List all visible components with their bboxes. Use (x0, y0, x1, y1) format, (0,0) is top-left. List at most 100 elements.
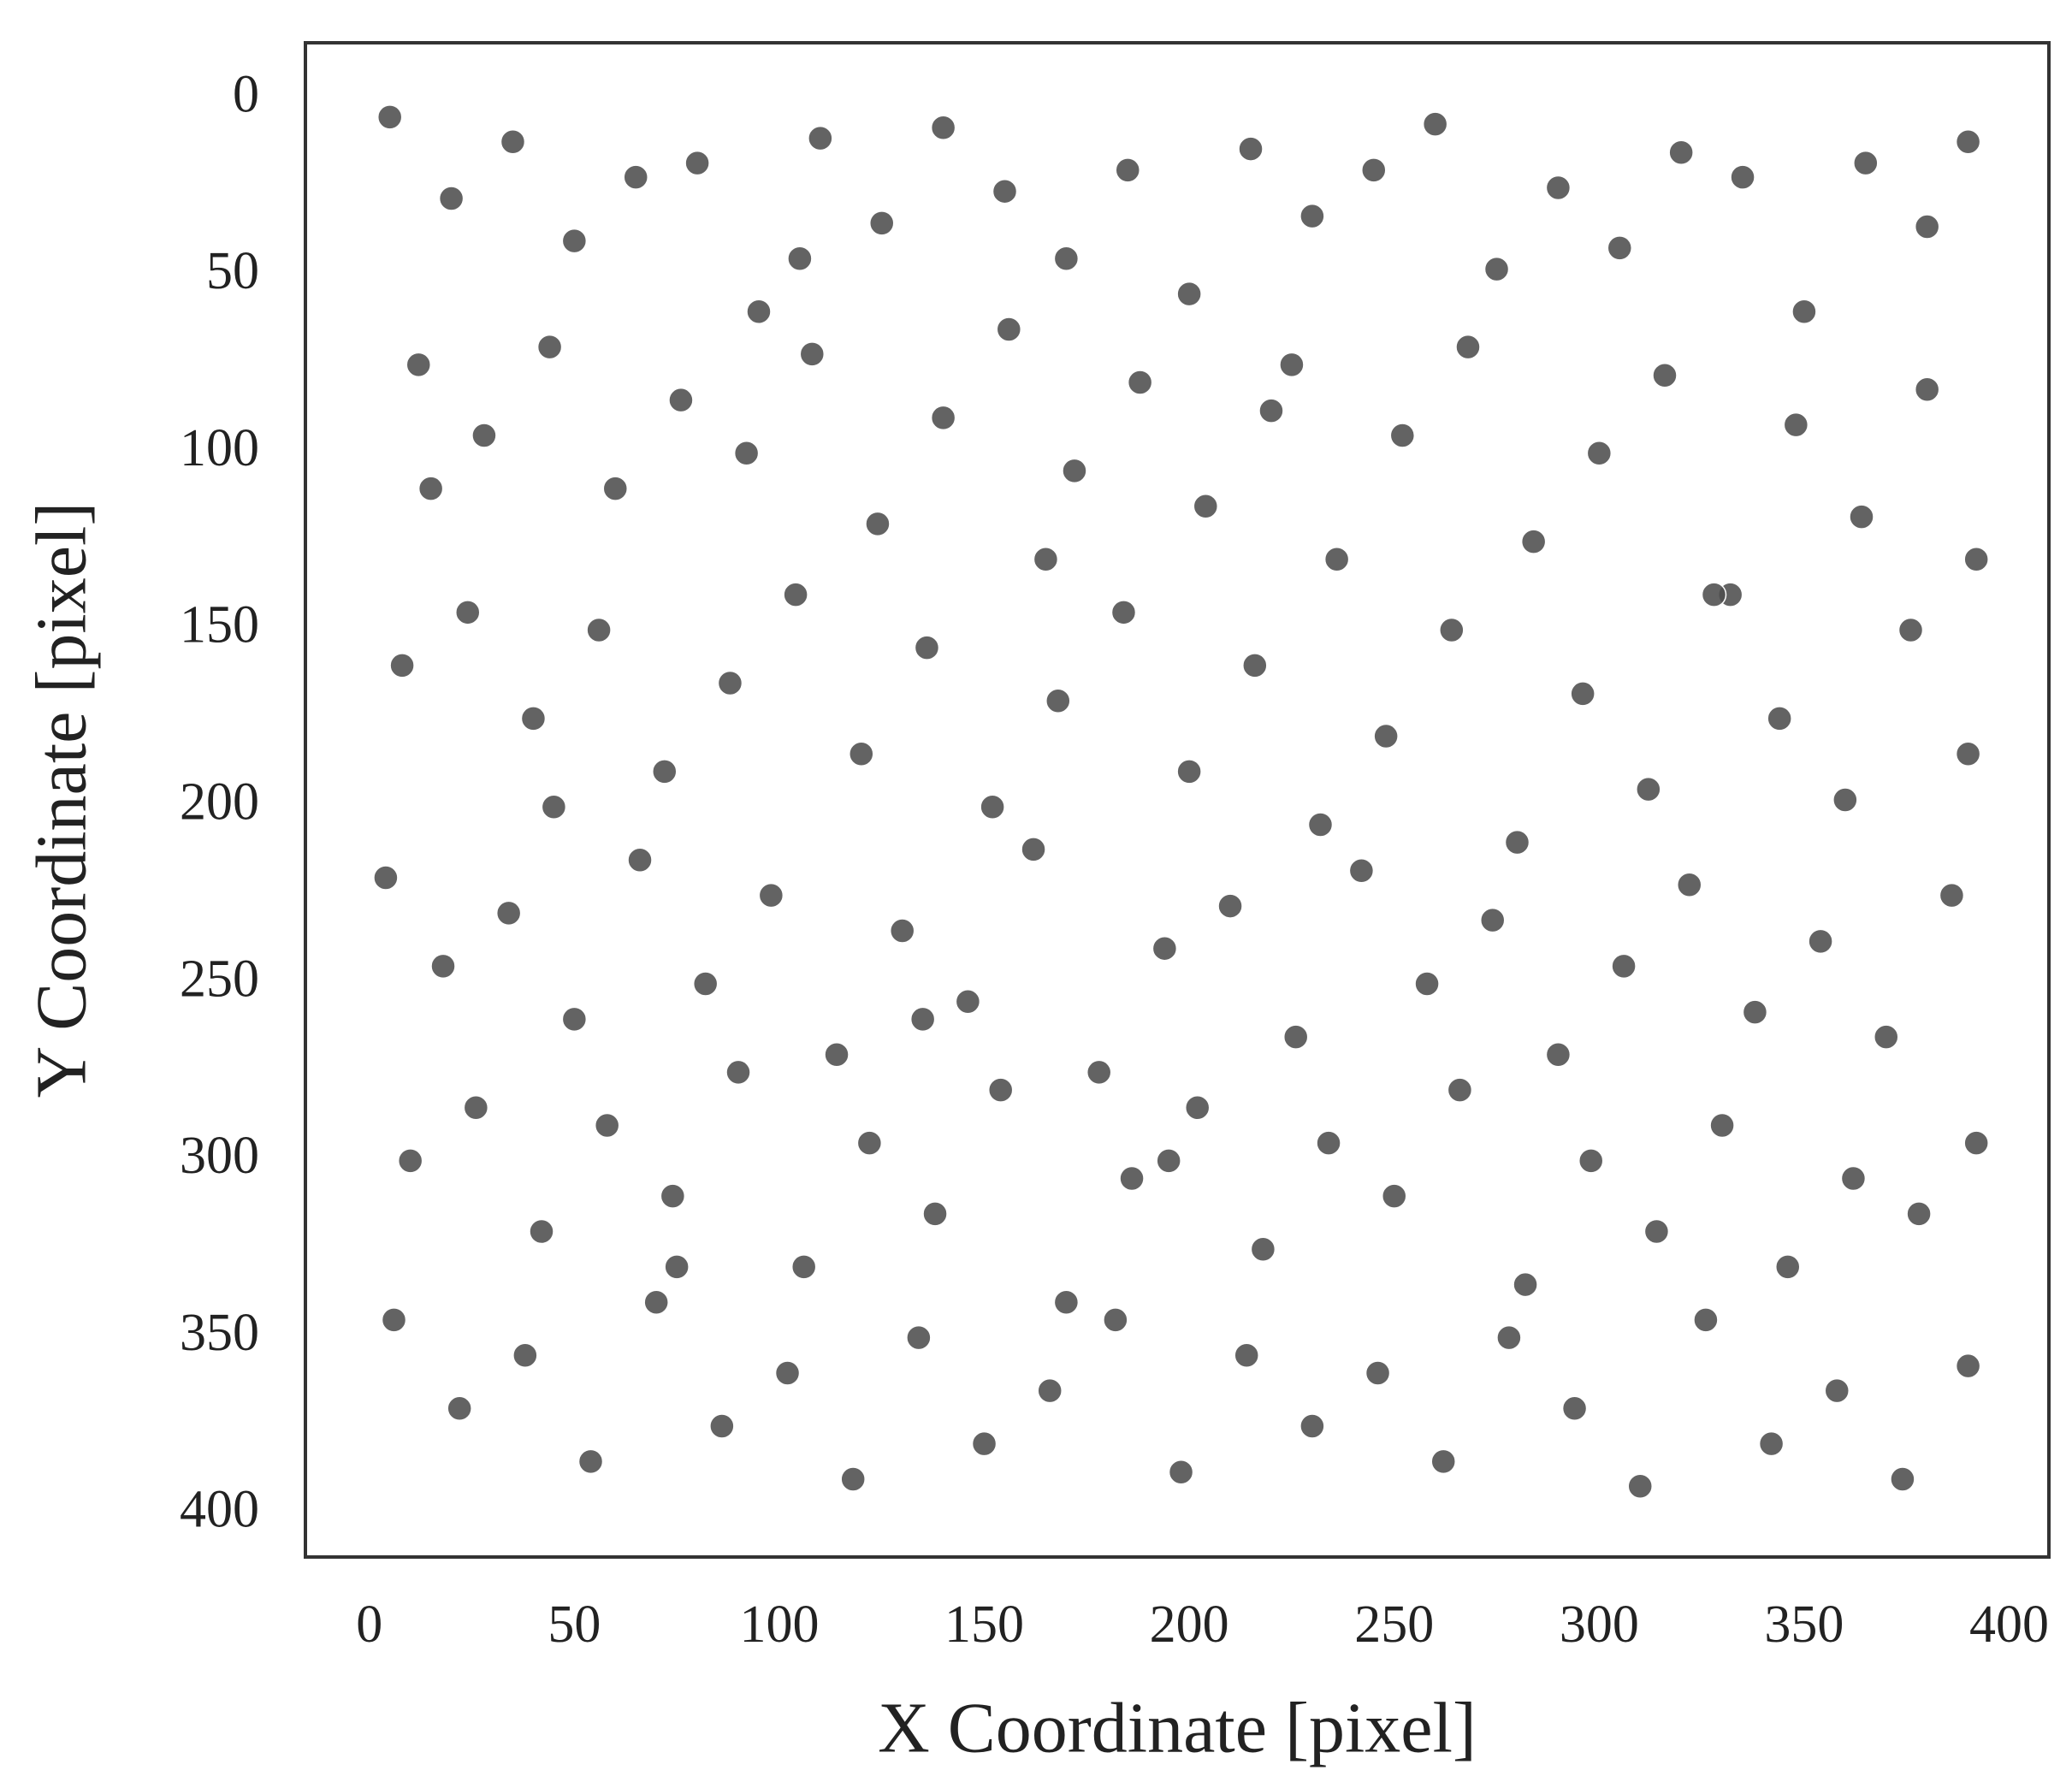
point (1955, 741, 1981, 767)
point (1299, 1413, 1325, 1439)
y-tick-label: 300 (180, 1127, 259, 1185)
x-tick-label: 0 (356, 1596, 382, 1654)
point (1955, 1353, 1981, 1379)
point (1808, 928, 1833, 955)
point (1520, 529, 1547, 554)
point (725, 1059, 751, 1086)
point (500, 129, 526, 155)
point (914, 635, 940, 660)
point (1373, 723, 1399, 749)
point (430, 953, 456, 980)
point (1890, 1466, 1915, 1492)
point (980, 794, 1005, 820)
point (1447, 1077, 1473, 1103)
point (417, 476, 444, 501)
plot-frame (304, 41, 2051, 1559)
point (1914, 376, 1940, 403)
point (1840, 1165, 1867, 1192)
point (856, 1130, 883, 1156)
point (1176, 281, 1202, 307)
point (1496, 1324, 1522, 1351)
point (397, 1148, 423, 1174)
point (660, 1183, 686, 1209)
point (536, 334, 563, 360)
point (471, 423, 497, 448)
point (987, 1077, 1014, 1103)
point (783, 582, 808, 607)
point (1775, 1254, 1801, 1280)
point (1853, 150, 1879, 176)
point (1184, 1095, 1211, 1121)
point (1422, 111, 1448, 137)
point (1110, 600, 1137, 625)
point (586, 617, 612, 643)
y-axis-label: Y Coordinate [pixel] (21, 502, 101, 1098)
point (1504, 829, 1530, 856)
point (996, 317, 1022, 342)
point (1636, 776, 1661, 802)
x-tick-label: 400 (1969, 1596, 2049, 1654)
point (1611, 953, 1637, 980)
point (1791, 299, 1817, 325)
point (447, 1395, 472, 1422)
point (1849, 504, 1874, 530)
point (906, 1324, 932, 1351)
point (1176, 759, 1202, 784)
point (1607, 235, 1633, 261)
x-axis-label: X Coordinate [pixel] (878, 1688, 1477, 1767)
x-tick-label: 200 (1150, 1596, 1229, 1654)
x-tick-label: 350 (1764, 1596, 1844, 1654)
point (1168, 1459, 1194, 1485)
point (1652, 362, 1678, 388)
point (1693, 1307, 1719, 1333)
x-tick-label: 300 (1560, 1596, 1639, 1654)
point (849, 741, 874, 767)
point (709, 1413, 735, 1439)
point (1783, 411, 1809, 438)
point (389, 653, 415, 678)
point (808, 125, 833, 151)
point (992, 178, 1018, 204)
point (1348, 857, 1375, 884)
point (1119, 1165, 1145, 1192)
point (840, 1466, 866, 1492)
point (1701, 582, 1727, 607)
point (746, 299, 772, 325)
point (1045, 688, 1071, 713)
point (909, 1006, 936, 1033)
point (1361, 157, 1387, 183)
point (1053, 1289, 1080, 1315)
y-tick-label: 350 (180, 1304, 259, 1362)
point (930, 405, 956, 431)
point (1455, 334, 1481, 360)
point (1238, 136, 1264, 162)
point (1939, 882, 1965, 909)
point (930, 115, 956, 141)
point (1103, 1307, 1128, 1333)
point (1381, 1183, 1407, 1209)
point (955, 988, 981, 1015)
point (1234, 1342, 1259, 1369)
point (1217, 893, 1243, 919)
point (1906, 1201, 1932, 1227)
point (1963, 1130, 1989, 1156)
point (1668, 139, 1694, 165)
point (1430, 1448, 1456, 1475)
point (602, 476, 629, 501)
point (1037, 1377, 1063, 1404)
point (799, 341, 826, 367)
point (1570, 681, 1595, 707)
point (717, 670, 743, 696)
y-tick-label: 400 (180, 1481, 259, 1539)
point (1282, 1024, 1309, 1050)
point (971, 1430, 998, 1457)
point (692, 971, 719, 997)
point (1545, 175, 1572, 201)
y-tick-label: 0 (233, 65, 259, 123)
x-tick-label: 250 (1354, 1596, 1434, 1654)
point (1414, 971, 1440, 997)
point (889, 918, 915, 944)
point (1643, 1218, 1670, 1245)
point (1086, 1059, 1112, 1086)
